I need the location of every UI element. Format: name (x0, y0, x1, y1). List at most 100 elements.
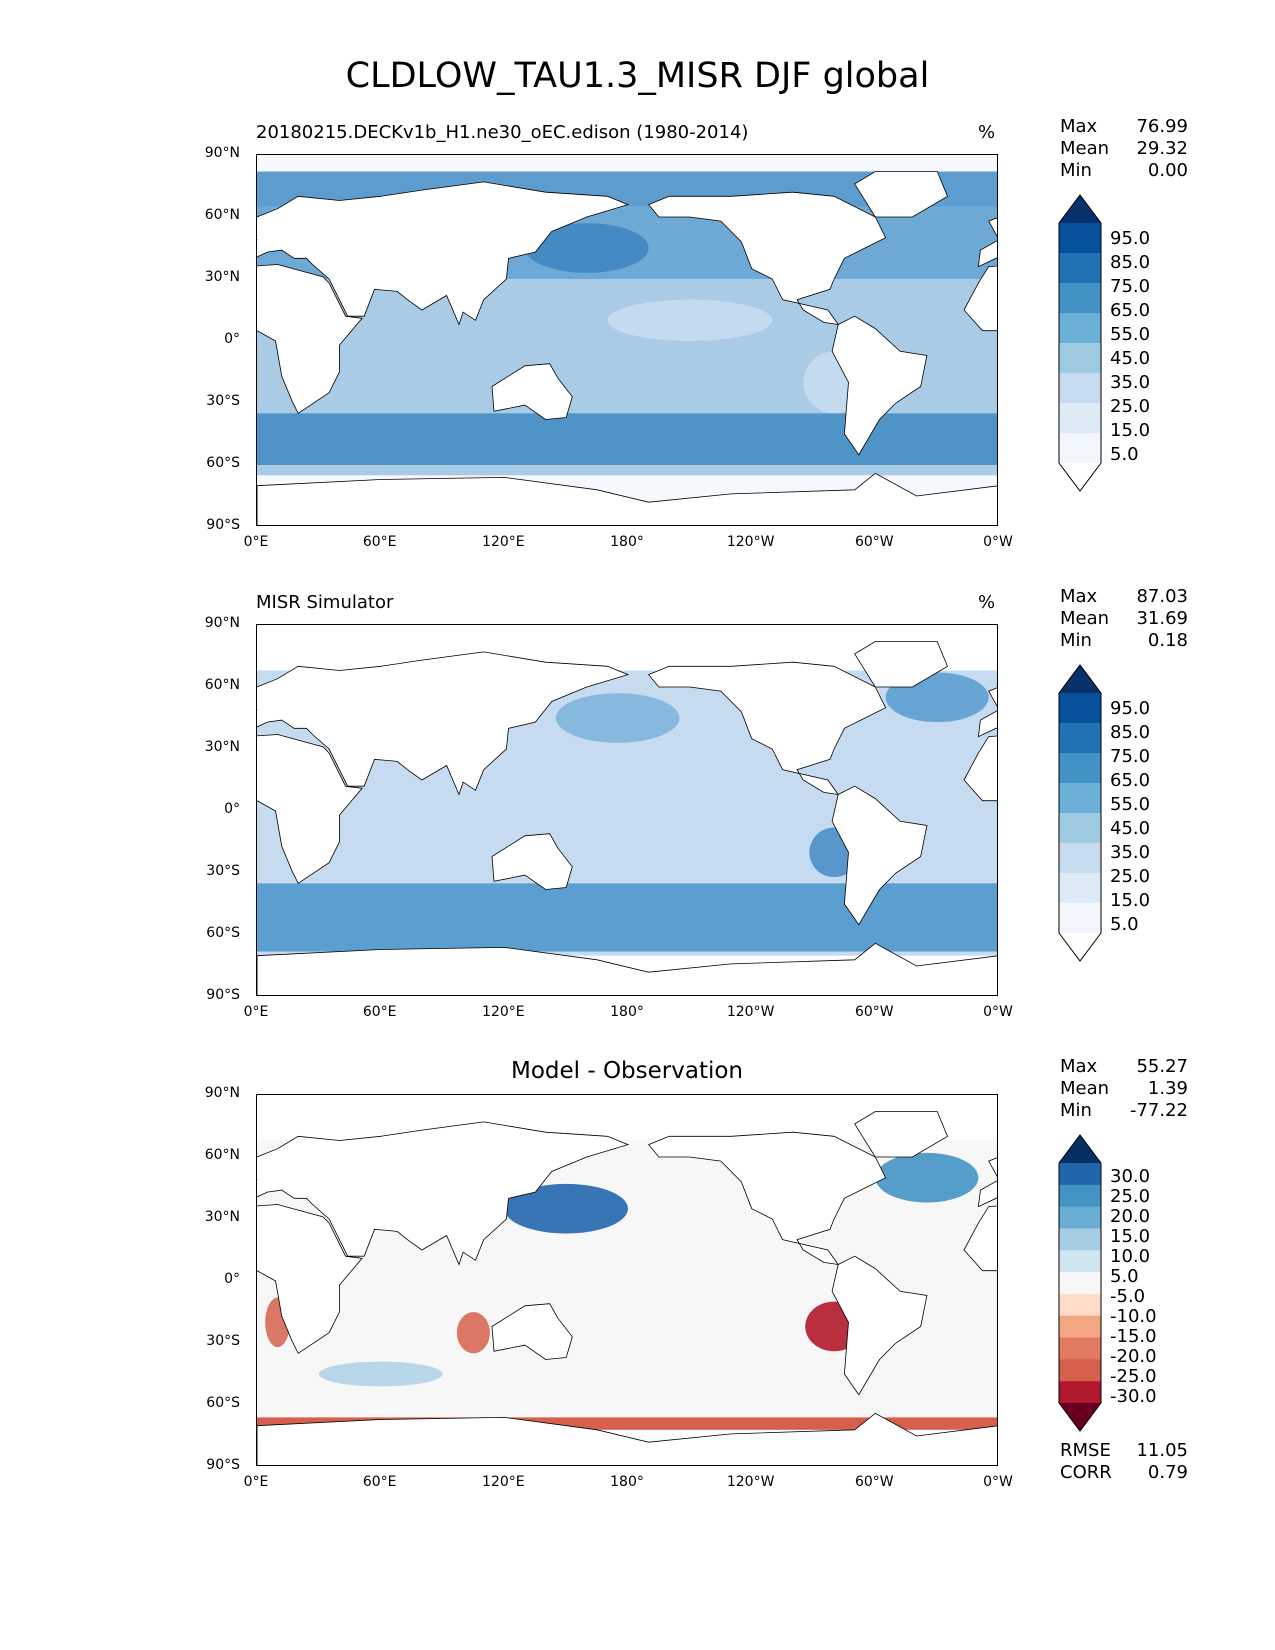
stats-block: Max 55.27 Mean 1.39 Min -77.22 (1060, 1056, 1188, 1122)
colorbar-tick-label: -25.0 (1110, 1366, 1157, 1387)
colorbar-tick-label: -10.0 (1110, 1306, 1157, 1327)
colorbar-tick-label: 20.0 (1110, 1206, 1151, 1227)
lat-tick-label: 60°N (204, 1147, 240, 1163)
lon-tick-label: 0°E (243, 1474, 269, 1490)
colorbar-segment (1059, 1206, 1101, 1229)
lon-tick-label: 120°W (726, 1004, 775, 1020)
colorbar-segment (1059, 1315, 1101, 1339)
coastline-samerica (831, 785, 928, 926)
coastline-namerica (647, 191, 887, 326)
colorbar-segment (1059, 903, 1101, 934)
lat-tick-label: 30°N (204, 269, 240, 285)
metric-value: 0.79 (1147, 1462, 1188, 1483)
lat-tick-label: 60°N (204, 677, 240, 693)
colorbar-tick-label: -30.0 (1110, 1386, 1157, 1407)
lon-tick-label: 60°W (854, 1474, 894, 1490)
lat-tick-label: 0° (224, 331, 240, 347)
stat-label: Min (1060, 1100, 1092, 1121)
map-plot (256, 154, 998, 526)
lat-tick-label: 30°N (204, 739, 240, 755)
stat-value: 87.03 (1136, 586, 1188, 607)
colorbar-tick-label: 55.0 (1110, 794, 1151, 815)
colorbar-tick-label: 75.0 (1110, 276, 1151, 297)
metric-value: 11.05 (1136, 1440, 1188, 1461)
coastline-africa (963, 265, 997, 332)
stat-value: 0.18 (1147, 630, 1188, 651)
colorbar-segment (1059, 723, 1101, 754)
colorbar-segment (1059, 403, 1101, 434)
units-label: % (978, 122, 996, 143)
colorbar-tick-label: 75.0 (1110, 746, 1151, 767)
panel-title-left: 20180215.DECKv1b_H1.ne30_oEC.edison (198… (256, 122, 749, 143)
colorbar-tick-label: 95.0 (1110, 698, 1151, 719)
field-southern-ocean (257, 883, 997, 952)
colorbar-segment (1059, 783, 1101, 814)
field-npac (524, 223, 649, 273)
lon-tick-label: 180° (610, 534, 644, 550)
colorbar-segment (1059, 1381, 1101, 1404)
lat-tick-label: 30°S (206, 393, 240, 409)
coastline-antarctica (257, 942, 997, 995)
stat-label: Mean (1060, 138, 1110, 159)
stat-value: 1.39 (1147, 1078, 1188, 1099)
colorbar-tick-label: 10.0 (1110, 1246, 1151, 1267)
colorbar-extend-top (1059, 195, 1101, 223)
panel-title-center: Model - Observation (510, 1058, 744, 1084)
coastline-africa (257, 734, 363, 884)
panel-model: 20180215.DECKv1b_H1.ne30_oEC.edison (198… (0, 116, 1275, 560)
lon-tick-label: 0°E (243, 534, 269, 550)
colorbar-svg (1058, 1134, 1102, 1432)
lat-tick-label: 60°S (206, 925, 240, 941)
figure-title: CLDLOW_TAU1.3_MISR DJF global (345, 56, 930, 96)
lat-tick-label: 60°S (206, 1395, 240, 1411)
colorbar-segment (1059, 373, 1101, 404)
colorbar-extend-bottom (1059, 933, 1101, 961)
stat-value: -77.22 (1129, 1100, 1188, 1121)
field-seind-neg (456, 1312, 490, 1354)
field-itcz (607, 299, 773, 341)
coastline-eurasia (257, 651, 630, 796)
colorbar-tick-label: 15.0 (1110, 1226, 1151, 1247)
colorbar-tick-label: 15.0 (1110, 890, 1151, 911)
colorbar-segment (1059, 223, 1101, 254)
lat-tick-label: 30°S (206, 1333, 240, 1349)
coastline-australia (491, 833, 573, 890)
colorbar (1058, 664, 1102, 962)
lon-tick-label: 0°E (243, 1004, 269, 1020)
panel-title-left: MISR Simulator (256, 592, 394, 613)
colorbar-extend-top (1059, 665, 1101, 693)
colorbar-tick-label: 30.0 (1110, 1166, 1151, 1187)
stats-block: Max 76.99 Mean 29.32 Min 0.00 (1060, 116, 1188, 182)
colorbar-segment (1059, 1163, 1101, 1186)
colorbar-segment (1059, 343, 1101, 374)
lat-tick-label: 0° (224, 1271, 240, 1287)
colorbar-segment (1059, 283, 1101, 314)
colorbar-tick-label: -5.0 (1110, 1286, 1146, 1307)
colorbar-svg (1058, 664, 1102, 962)
stat-label: Max (1060, 586, 1098, 607)
colorbar-tick-label: 65.0 (1110, 770, 1151, 791)
colorbar-segment (1059, 253, 1101, 284)
coastline-eurasia (257, 1121, 630, 1266)
colorbar (1058, 194, 1102, 492)
lat-tick-label: 60°S (206, 455, 240, 471)
lat-tick-label: 90°N (204, 145, 240, 161)
coastline-greenland (854, 171, 949, 218)
colorbar-tick-label: 25.0 (1110, 1186, 1151, 1207)
colorbar-segment (1059, 1272, 1101, 1295)
colorbar-segment (1059, 313, 1101, 344)
coastline-australia (491, 363, 573, 420)
colorbar-segment (1059, 753, 1101, 784)
lat-tick-label: 90°S (206, 987, 240, 1003)
lon-tick-label: 0°W (983, 1474, 1013, 1490)
colorbar-segment (1059, 1184, 1101, 1208)
colorbar-tick-label: 45.0 (1110, 348, 1151, 369)
colorbar-outline (1058, 664, 1102, 962)
map-canvas (257, 625, 997, 995)
colorbar-outline (1058, 1134, 1102, 1432)
colorbar-tick-label: 25.0 (1110, 396, 1151, 417)
stat-label: Mean (1060, 608, 1110, 629)
coastline-greenland (854, 641, 949, 688)
field-natl-pos (875, 1152, 979, 1203)
metric-label: CORR (1060, 1462, 1112, 1483)
